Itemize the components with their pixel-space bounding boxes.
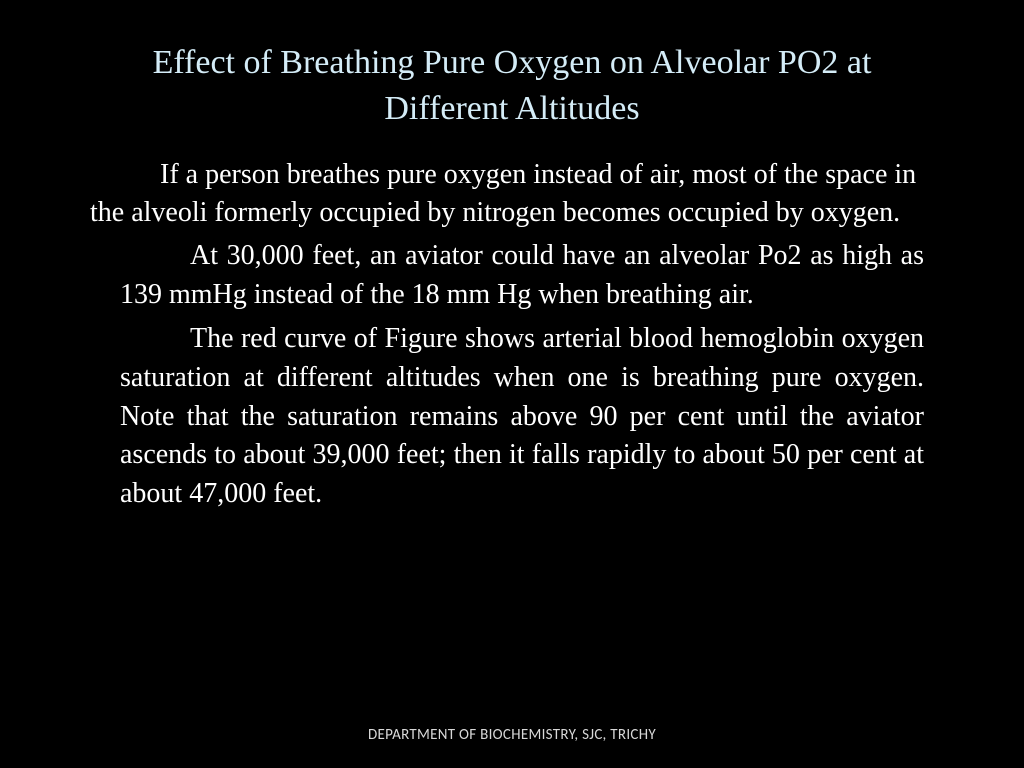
paragraph-3: The red curve of Figure shows arterial b…: [90, 320, 934, 513]
paragraph-1: If a person breathes pure oxygen instead…: [90, 156, 934, 233]
slide-container: Effect of Breathing Pure Oxygen on Alveo…: [0, 0, 1024, 768]
slide-title: Effect of Breathing Pure Oxygen on Alveo…: [90, 40, 934, 132]
slide-footer: DEPARTMENT OF BIOCHEMISTRY, SJC, TRICHY: [0, 726, 1024, 744]
slide-body: If a person breathes pure oxygen instead…: [90, 156, 934, 514]
paragraph-2: At 30,000 feet, an aviator could have an…: [90, 237, 934, 314]
